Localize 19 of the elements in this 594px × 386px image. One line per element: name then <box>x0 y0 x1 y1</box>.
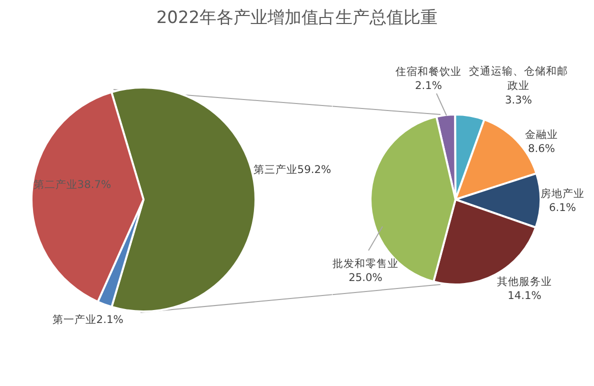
slice-label: 批发和零售业 <box>332 256 398 270</box>
slice-label: 第一产业 <box>52 313 96 326</box>
data-label: 59.2% <box>297 163 332 176</box>
data-label: 25.0% <box>348 271 382 284</box>
data-label: 6.1% <box>548 201 576 214</box>
slice-label: 交通运输、仓储和邮政业 <box>469 64 568 92</box>
slice-label: 第二产业 <box>34 178 78 191</box>
data-label: 3.3% <box>504 93 532 106</box>
data-label: 38.7% <box>77 178 112 191</box>
slice-label: 房地产业 <box>540 186 584 200</box>
chart-title: 2022年各产业增加值占生产总值比重 <box>156 7 438 30</box>
data-label: 14.1% <box>508 289 542 302</box>
data-label: 2.1% <box>414 79 442 92</box>
data-label: 2.1% <box>96 313 124 326</box>
slice-label: 其他服务业 <box>497 274 552 288</box>
slice-label: 第三产业 <box>254 163 298 176</box>
data-label: 8.6% <box>528 142 556 156</box>
slice-label: 金融业 <box>525 128 558 141</box>
slice-label: 住宿和餐饮业 <box>396 64 462 78</box>
